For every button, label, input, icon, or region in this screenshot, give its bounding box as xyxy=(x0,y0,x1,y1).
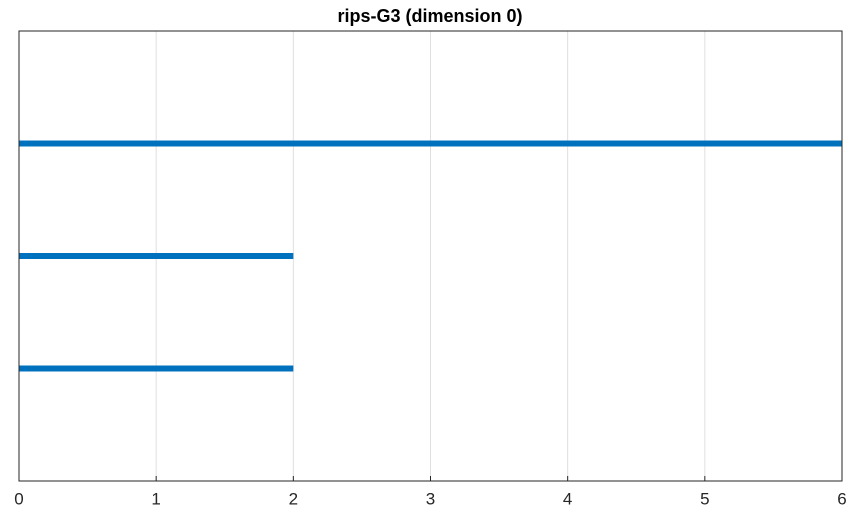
x-tick-label: 1 xyxy=(151,489,160,508)
x-tick-label: 3 xyxy=(426,489,435,508)
x-tick-label: 0 xyxy=(14,489,23,508)
x-tick-label: 2 xyxy=(289,489,298,508)
axes-box xyxy=(18,30,843,482)
x-tick-label: 4 xyxy=(563,489,572,508)
x-tick-label: 5 xyxy=(700,489,709,508)
x-tick-label: 6 xyxy=(837,489,846,508)
chart-title: rips-G3 (dimension 0) xyxy=(337,6,522,26)
